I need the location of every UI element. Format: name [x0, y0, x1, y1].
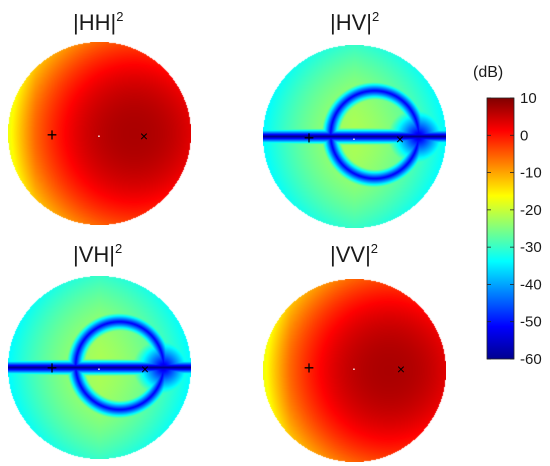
panel-title-vh-base: |VH| [73, 242, 115, 267]
panel-title-vv-base: |VV| [330, 242, 371, 267]
panel-title-hh-base: |HH| [73, 10, 116, 35]
marker-dot-hh: · [97, 127, 102, 143]
markers-vv: + · × [304, 358, 405, 378]
markers-hv: + · × [304, 128, 404, 148]
marker-plus-hh: + [47, 125, 58, 145]
colorbar-tick-label: -20 [520, 202, 542, 219]
panel-title-vh-sup: 2 [115, 241, 122, 256]
panel-title-hv: |HV|2 [330, 9, 379, 35]
markers-hh: + · × [47, 125, 148, 145]
marker-cross-vv: × [397, 361, 405, 377]
heatmap-panel-hh [8, 42, 191, 225]
marker-cross-hv: × [396, 131, 404, 147]
colorbar-tick-label: -60 [520, 351, 542, 368]
panel-title-vh: |VH|2 [73, 241, 122, 267]
panel-title-vv-sup: 2 [371, 241, 378, 256]
panel-title-hh-sup: 2 [116, 9, 123, 24]
heatmap-panel-hv [263, 45, 446, 228]
marker-dot-vv: · [352, 360, 357, 376]
colorbar-unit-label: (dB) [473, 64, 503, 81]
colorbar-tick-label: -50 [520, 314, 542, 331]
colorbar-tick-label: 0 [520, 127, 528, 144]
panel-title-hh: |HH|2 [73, 9, 123, 35]
marker-cross-vh: × [141, 361, 149, 377]
marker-dot-hv: · [352, 130, 357, 146]
colorbar-ticks: 10 0 -10 -20 -30 -40 -50 -60 [487, 90, 542, 368]
colorbar-tick-label: -30 [520, 239, 542, 256]
marker-cross-hh: × [140, 128, 148, 144]
marker-plus-vv: + [304, 358, 315, 378]
colorbar-tick-label: 10 [520, 90, 537, 107]
panel-title-hv-base: |HV| [330, 10, 372, 35]
colorbar [486, 97, 515, 360]
colorbar-tick-label: -40 [520, 276, 542, 293]
marker-dot-vh: · [97, 360, 102, 376]
heatmap-panel-vv [263, 279, 446, 462]
markers-vh: + · × [47, 358, 149, 378]
marker-plus-vh: + [47, 358, 58, 378]
heatmap-panel-vh [8, 276, 191, 459]
marker-plus-hv: + [304, 128, 315, 148]
panel-title-vv: |VV|2 [330, 241, 378, 267]
colorbar-tick-label: -10 [520, 165, 542, 182]
panel-title-hv-sup: 2 [372, 9, 379, 24]
